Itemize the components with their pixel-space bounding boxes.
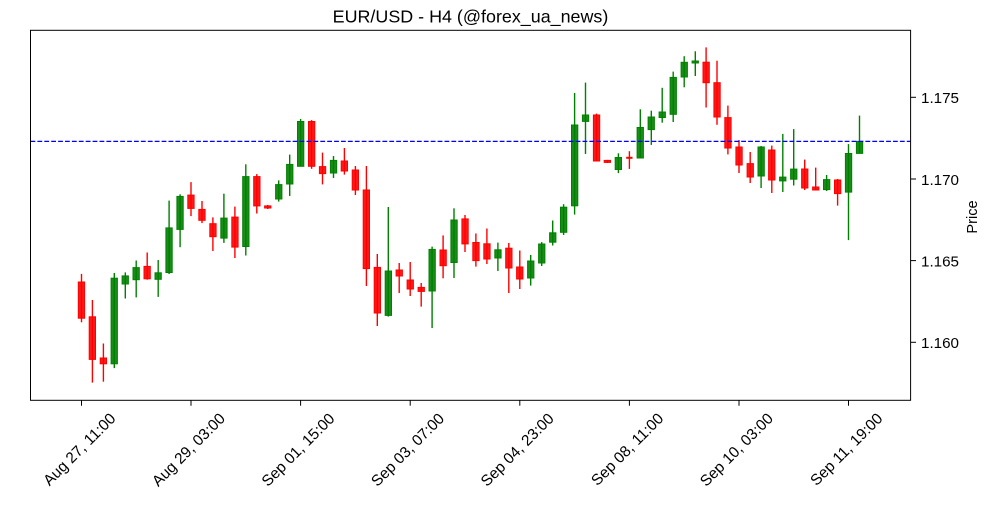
svg-text:1.160: 1.160 (921, 335, 959, 352)
svg-text:Price: Price (965, 200, 981, 233)
svg-text:EUR/USD - H4 (@forex_ua_news): EUR/USD - H4 (@forex_ua_news) (333, 7, 609, 28)
svg-text:1.165: 1.165 (921, 254, 959, 271)
svg-text:1.170: 1.170 (921, 172, 959, 189)
svg-text:1.175: 1.175 (921, 90, 959, 107)
